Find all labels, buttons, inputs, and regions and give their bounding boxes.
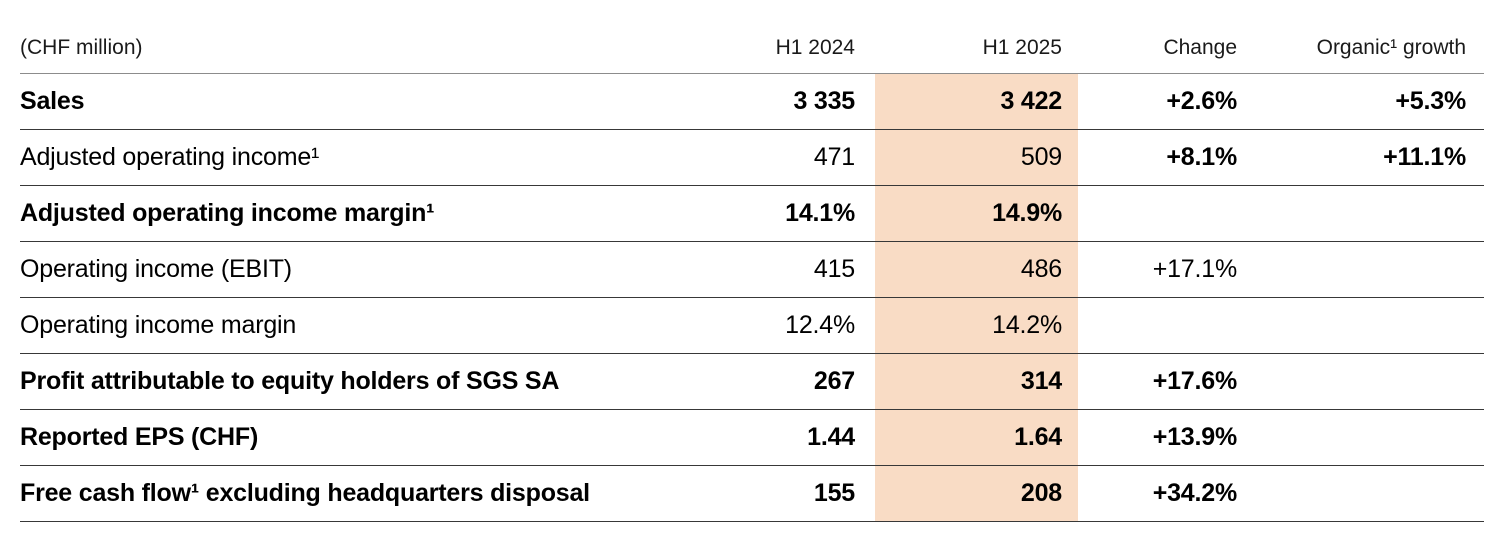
cell-organic-growth (1254, 185, 1484, 242)
row-label: Operating income margin (20, 297, 720, 354)
table-row-reported-eps: Reported EPS (CHF) 1.44 1.64 +13.9% (20, 409, 1484, 466)
cell-change: +13.9% (1078, 409, 1254, 466)
col-header-h1-2024: H1 2024 (720, 0, 875, 74)
cell-h1-2024: 12.4% (720, 297, 875, 354)
table-row-free-cash-flow: Free cash flow¹ excluding headquarters d… (20, 465, 1484, 522)
unit-label: (CHF million) (20, 0, 720, 74)
row-label: Adjusted operating income¹ (20, 129, 720, 186)
cell-h1-2024: 3 335 (720, 73, 875, 130)
cell-organic-growth (1254, 297, 1484, 354)
row-label: Reported EPS (CHF) (20, 409, 720, 466)
cell-change: +8.1% (1078, 129, 1254, 186)
cell-h1-2025: 1.64 (875, 409, 1078, 466)
cell-change: +17.6% (1078, 353, 1254, 410)
cell-h1-2024: 267 (720, 353, 875, 410)
row-label: Profit attributable to equity holders of… (20, 353, 720, 410)
cell-change (1078, 297, 1254, 354)
cell-h1-2025: 509 (875, 129, 1078, 186)
cell-organic-growth (1254, 353, 1484, 410)
col-header-h1-2025: H1 2025 (875, 0, 1078, 74)
cell-h1-2025: 486 (875, 241, 1078, 298)
col-header-organic-growth: Organic¹ growth (1254, 0, 1484, 74)
col-header-change: Change (1078, 0, 1254, 74)
cell-h1-2025: 14.9% (875, 185, 1078, 242)
cell-change: +34.2% (1078, 465, 1254, 522)
cell-organic-growth (1254, 409, 1484, 466)
row-label: Free cash flow¹ excluding headquarters d… (20, 465, 720, 522)
cell-organic-growth: +11.1% (1254, 129, 1484, 186)
cell-h1-2024: 155 (720, 465, 875, 522)
row-label: Operating income (EBIT) (20, 241, 720, 298)
cell-h1-2024: 14.1% (720, 185, 875, 242)
results-table: (CHF million) H1 2024 H1 2025 Change Org… (20, 0, 1484, 522)
cell-h1-2025: 208 (875, 465, 1078, 522)
table-row-adjusted-operating-income: Adjusted operating income¹ 471 509 +8.1%… (20, 129, 1484, 186)
cell-organic-growth (1254, 465, 1484, 522)
financial-results-table: (CHF million) H1 2024 H1 2025 Change Org… (20, 0, 1484, 522)
cell-organic-growth (1254, 241, 1484, 298)
cell-h1-2024: 1.44 (720, 409, 875, 466)
cell-h1-2025: 314 (875, 353, 1078, 410)
cell-h1-2024: 471 (720, 129, 875, 186)
table-row-operating-income-margin: Operating income margin 12.4% 14.2% (20, 297, 1484, 354)
row-label: Sales (20, 73, 720, 130)
table-row-sales: Sales 3 335 3 422 +2.6% +5.3% (20, 73, 1484, 130)
cell-h1-2025: 3 422 (875, 73, 1078, 130)
table-row-operating-income-ebit: Operating income (EBIT) 415 486 +17.1% (20, 241, 1484, 298)
cell-h1-2025: 14.2% (875, 297, 1078, 354)
cell-change: +2.6% (1078, 73, 1254, 130)
header-row: (CHF million) H1 2024 H1 2025 Change Org… (20, 0, 1484, 74)
table-row-profit-attributable: Profit attributable to equity holders of… (20, 353, 1484, 410)
cell-h1-2024: 415 (720, 241, 875, 298)
row-label: Adjusted operating income margin¹ (20, 185, 720, 242)
cell-change (1078, 185, 1254, 242)
cell-organic-growth: +5.3% (1254, 73, 1484, 130)
cell-change: +17.1% (1078, 241, 1254, 298)
table-row-adjusted-operating-income-margin: Adjusted operating income margin¹ 14.1% … (20, 185, 1484, 242)
